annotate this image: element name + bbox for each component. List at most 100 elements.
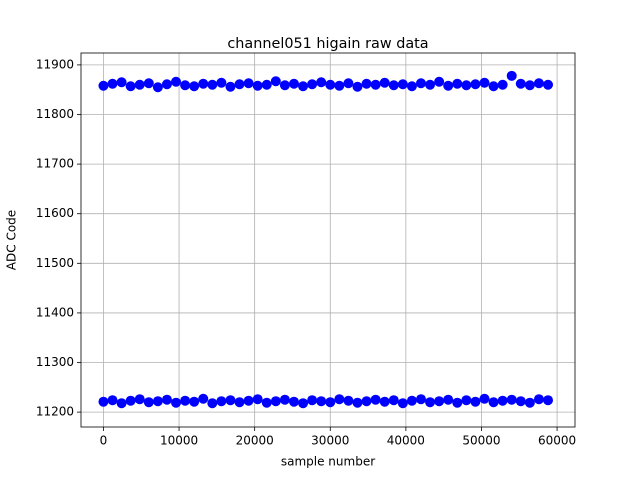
y-tick-label: 11700: [36, 157, 74, 171]
point: [325, 397, 336, 408]
point: [252, 80, 263, 91]
x-tick-label: 60000: [538, 434, 576, 448]
point: [98, 396, 109, 407]
point: [261, 79, 272, 90]
point: [470, 396, 481, 407]
point: [189, 396, 200, 407]
point: [352, 397, 363, 408]
point: [316, 396, 327, 407]
chart-title: channel051 higain raw data: [227, 36, 428, 52]
point: [207, 79, 218, 90]
y-tick-label: 11200: [36, 405, 74, 419]
series: [98, 393, 554, 409]
point: [479, 393, 490, 404]
y-tick-label: 11500: [36, 256, 74, 270]
point: [388, 80, 399, 91]
point: [397, 79, 408, 90]
point: [252, 394, 263, 405]
point: [161, 394, 172, 405]
point: [497, 79, 508, 90]
point: [370, 394, 381, 405]
point: [497, 395, 508, 406]
point: [334, 394, 345, 405]
point: [470, 79, 481, 90]
series: [98, 70, 554, 93]
point: [270, 396, 281, 407]
point: [225, 81, 236, 92]
point: [316, 77, 327, 88]
point: [325, 79, 336, 90]
point: [415, 394, 426, 405]
point: [443, 80, 454, 91]
point: [379, 77, 390, 88]
point: [425, 397, 436, 408]
point: [415, 78, 426, 89]
x-tick-label: 40000: [387, 434, 425, 448]
point: [352, 81, 363, 92]
point: [298, 398, 309, 409]
x-axis-label: sample number: [281, 455, 375, 469]
point: [506, 394, 517, 405]
point: [180, 80, 191, 91]
point: [388, 395, 399, 406]
plot-frame: [80, 52, 576, 428]
point: [461, 395, 472, 406]
point: [143, 397, 154, 408]
point: [171, 397, 182, 408]
point: [524, 397, 535, 408]
point: [443, 394, 454, 405]
point: [434, 396, 445, 407]
point: [425, 79, 436, 90]
point: [198, 78, 209, 89]
point: [533, 78, 544, 89]
y-tick-label: 11400: [36, 305, 74, 319]
point: [279, 394, 290, 405]
x-tick-label: 50000: [462, 434, 500, 448]
x-tick-label: 10000: [160, 434, 198, 448]
point: [434, 76, 445, 87]
point: [143, 78, 154, 89]
y-tick-label: 11600: [36, 206, 74, 220]
point: [180, 395, 191, 406]
point: [116, 398, 127, 409]
point: [171, 76, 182, 87]
point: [452, 78, 463, 89]
point: [98, 80, 109, 91]
point: [270, 76, 281, 87]
y-tick-label: 11800: [36, 107, 74, 121]
point: [524, 80, 535, 91]
point: [461, 80, 472, 91]
point: [225, 395, 236, 406]
point: [125, 395, 136, 406]
point: [198, 393, 209, 404]
point: [234, 397, 245, 408]
point: [234, 79, 245, 90]
point: [452, 397, 463, 408]
y-tick-label: 11300: [36, 355, 74, 369]
point: [288, 396, 299, 407]
point: [298, 81, 309, 92]
point: [515, 396, 526, 407]
point: [261, 397, 272, 408]
point: [515, 78, 526, 89]
point: [125, 81, 136, 92]
point: [361, 78, 372, 89]
point: [189, 81, 200, 92]
point: [543, 395, 554, 406]
point: [307, 79, 318, 90]
point: [288, 78, 299, 89]
point: [279, 80, 290, 91]
point: [152, 396, 163, 407]
point: [488, 397, 499, 408]
point: [116, 77, 127, 88]
point: [379, 396, 390, 407]
point: [307, 395, 318, 406]
point: [533, 394, 544, 405]
point: [134, 394, 145, 405]
point: [361, 396, 372, 407]
point: [406, 395, 417, 406]
point: [343, 395, 354, 406]
x-tick-label: 20000: [236, 434, 274, 448]
point: [506, 70, 517, 81]
point: [107, 395, 118, 406]
